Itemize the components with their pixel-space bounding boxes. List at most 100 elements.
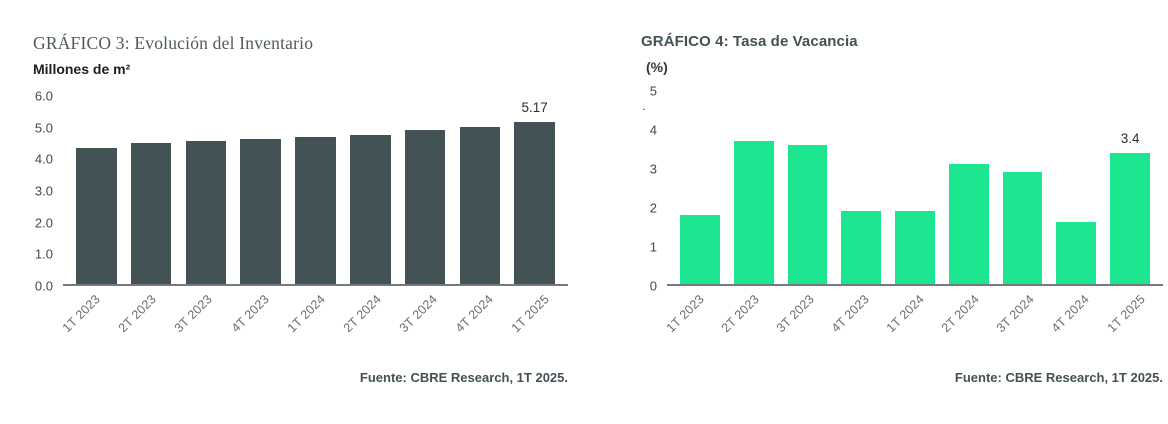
y-tick-label: 4.0 (34, 151, 53, 167)
x-tick-cell: 2T 2023 (718, 290, 777, 350)
x-tick-label: 1T 2023 (60, 292, 104, 336)
y-axis-vacancia: . 0 1 2 3 4 5 (641, 85, 667, 293)
x-tick-cell: 1T 2024 (284, 290, 343, 350)
bar-slot (452, 96, 507, 284)
x-tick-label: 4T 2024 (1049, 292, 1093, 336)
bar-slot (398, 96, 453, 284)
x-tick-cell: 4T 2023 (228, 290, 287, 350)
y-tick-label: 0.0 (34, 278, 53, 294)
y-tick-label: 3 (649, 161, 657, 177)
source-note-vacancia: Fuente: CBRE Research, 1T 2025. (954, 370, 1163, 385)
bar-1T-2025 (514, 122, 555, 284)
x-tick-cell: 1T 2023 (663, 290, 722, 350)
x-tick-cell: 4T 2024 (1049, 290, 1108, 350)
x-tick-cell: 3T 2023 (172, 290, 231, 350)
bar-4T-2024 (459, 126, 501, 284)
y-axis-inventario: 0.0 1.0 2.0 3.0 4.0 5.0 6.0 (33, 90, 63, 293)
bar-1T-2023 (76, 147, 117, 284)
x-tick-label: 1T 2025 (1104, 292, 1148, 336)
bar-slot (673, 91, 727, 284)
bar-4T-2024 (1056, 222, 1097, 284)
x-tick-label: 1T 2023 (663, 292, 707, 336)
x-tick-cell: 1T 2024 (883, 290, 942, 350)
x-tick-label: 4T 2023 (228, 292, 272, 336)
y-tick-label: 2 (649, 200, 657, 216)
bar-slot (233, 96, 288, 284)
x-tick-cell: 2T 2024 (340, 290, 400, 350)
bars-inventario: 5.17 (63, 96, 568, 284)
y-tick-label: 2.0 (34, 215, 53, 231)
x-tick-label: 1T 2024 (284, 292, 328, 336)
bar-slot: 5.17 (507, 96, 562, 284)
bar-slot (781, 91, 835, 284)
plot-area-inventario: 5.17 (63, 96, 568, 286)
bar-slot (179, 96, 234, 284)
x-tick-label: 3T 2024 (396, 292, 440, 336)
stray-dot: . (642, 98, 646, 113)
bar-2T-2024 (948, 164, 989, 284)
source-note-inventario: Fuente: CBRE Research, 1T 2025. (359, 370, 568, 385)
x-axis-labels-inventario: 1T 2023 2T 2023 3T 2023 4T 2023 1T 2024 2T 20… (33, 290, 568, 350)
y-tick-label: 0 (649, 278, 657, 294)
x-axis-labels-vacancia: 1T 2023 2T 2023 3T 2023 4T 2023 1T 2024 2T 20… (641, 290, 1163, 350)
bar-1T-2024 (295, 137, 336, 284)
x-tick-label: 1T 2025 (508, 292, 553, 336)
x-tick-label: 2T 2024 (939, 292, 983, 336)
bar-slot (727, 91, 781, 284)
bars-vacancia: 3.4 (667, 91, 1163, 284)
bar-value-label: 5.17 (521, 100, 548, 116)
y-tick-label: 6.0 (34, 88, 53, 104)
bar-slot (996, 91, 1050, 284)
bar-slot (888, 91, 942, 284)
x-tick-label: 1T 2024 (883, 292, 928, 336)
x-tick-label: 4T 2023 (828, 292, 872, 336)
bar-2T-2024 (350, 134, 391, 284)
x-tick-cell: 3T 2023 (773, 290, 832, 350)
x-tick-label: 2T 2023 (718, 292, 762, 336)
x-tick-label: 4T 2024 (452, 292, 496, 336)
bar-2T-2023 (130, 143, 172, 284)
y-axis-unit-label-vacancia: (%) (646, 59, 668, 75)
x-tick-cell: 3T 2024 (994, 290, 1053, 350)
bar-2T-2023 (733, 141, 774, 284)
bar-slot (69, 96, 124, 284)
chart-panel-inventario: GRÁFICO 3: Evolución del Inventario Mill… (33, 32, 568, 424)
bar-3T-2023 (185, 140, 227, 284)
bar-slot (124, 96, 179, 284)
y-tick-label: 5 (649, 83, 657, 99)
bar-slot (834, 91, 888, 284)
x-tick-label: 2T 2024 (340, 292, 384, 336)
x-tick-cell: 2T 2023 (116, 290, 175, 350)
x-tick-cell: 1T 2023 (60, 290, 119, 350)
x-tick-cell: 3T 2024 (396, 290, 456, 350)
bar-4T-2023 (240, 138, 281, 284)
bar-slot (1049, 91, 1103, 284)
bar-slot (343, 96, 398, 284)
bar-slot (288, 96, 343, 284)
bar-chart-vacancia: . 0 1 2 3 4 5 3.4 (641, 85, 1163, 293)
y-axis-unit-label-inventario: Millones de m² (33, 61, 131, 77)
chart-title-inventario: GRÁFICO 3: Evolución del Inventario (33, 33, 314, 53)
chart-panel-vacancia: GRÁFICO 4: Tasa de Vacancia (%) . 0 1 2 3 4 5… (641, 32, 1163, 424)
x-tick-cell: 1T 2025 (1104, 290, 1163, 350)
y-tick-label: 1.0 (34, 246, 53, 262)
x-tick-label: 3T 2023 (773, 292, 817, 336)
chart-title-vacancia: GRÁFICO 4: Tasa de Vacancia (641, 33, 858, 50)
bar-value-label: 3.4 (1120, 130, 1140, 146)
bar-1T-2024 (895, 210, 935, 284)
bar-4T-2023 (841, 210, 882, 284)
y-tick-label: 1 (649, 239, 657, 255)
x-tick-cell: 4T 2023 (828, 290, 887, 350)
bar-chart-inventario: 0.0 1.0 2.0 3.0 4.0 5.0 6.0 5.17 (33, 90, 568, 293)
x-tick-cell: 2T 2024 (939, 290, 998, 350)
bar-3T-2023 (787, 145, 828, 284)
bar-3T-2024 (404, 130, 446, 284)
x-tick-label: 2T 2023 (116, 292, 160, 336)
x-tick-label: 3T 2024 (994, 292, 1038, 336)
bar-slot (942, 91, 996, 284)
y-tick-label: 4 (649, 122, 657, 138)
bar-1T-2023 (679, 214, 720, 284)
x-tick-label: 3T 2023 (172, 292, 216, 336)
y-tick-label: 3.0 (34, 183, 53, 199)
